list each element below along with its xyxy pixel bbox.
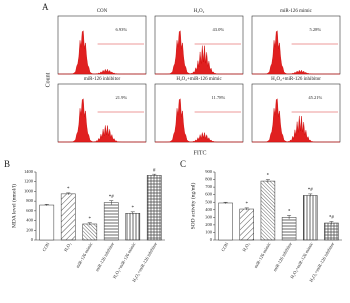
bar (260, 180, 276, 241)
x-tick-label: H₂O₂ (241, 241, 250, 252)
y-tick-label: 900 (205, 169, 213, 174)
error-bar (223, 201, 228, 204)
y-tick-label: 700 (205, 184, 213, 189)
y-axis-title: Count (45, 72, 51, 87)
y-tick-label: 400 (205, 207, 213, 212)
percent-label: 21.9% (116, 95, 128, 100)
bar (239, 208, 254, 241)
error-bar (66, 192, 71, 195)
histogram (58, 98, 146, 143)
x-tick-label: miR-126 mimic (253, 242, 272, 269)
significance-mark: * (132, 206, 135, 211)
histogram-frame (251, 15, 341, 75)
error-bar (308, 193, 313, 197)
significance-mark: * (267, 174, 270, 179)
y-tick-label: 0 (210, 237, 213, 242)
plot-title: H₂O₂+miR-126 mimic (176, 77, 222, 82)
panel-label: B (4, 159, 10, 169)
error-bar (87, 222, 92, 226)
error-bar (152, 173, 157, 177)
percent-label: 5.28% (310, 27, 322, 32)
y-tick-label: 100 (205, 229, 213, 234)
significance-mark: * (288, 210, 291, 215)
bar (103, 202, 119, 241)
x-tick-label: miR-126 inhibitor (272, 241, 293, 272)
x-tick-label: H₂O₂+miR-126 mimic (289, 242, 314, 280)
x-tick-label: H₂O₂ (63, 241, 72, 252)
y-tick-label: 200 (205, 222, 213, 227)
bar (324, 222, 339, 241)
error-bar (265, 179, 270, 183)
y-tick-label: 600 (26, 208, 34, 213)
y-tick-label: 1200 (24, 179, 34, 184)
y-tick-label: 600 (205, 192, 213, 197)
bar (39, 204, 55, 241)
significance-mark: *# (329, 216, 335, 221)
bar (303, 195, 318, 241)
x-tick-label: miR-126 inhibitor (94, 241, 115, 272)
x-tick-label: CON (220, 241, 229, 252)
y-tick-label: 1400 (24, 169, 34, 174)
panel-label: A (42, 2, 49, 12)
y-tick-label: 1000 (24, 188, 34, 193)
significance-mark: *# (308, 188, 314, 193)
x-tick-label: H₂O₂+miR-126 inhibitor (308, 241, 335, 283)
y-tick-label: 800 (26, 198, 34, 203)
error-bar (244, 207, 249, 211)
bar (218, 202, 233, 241)
bar (146, 175, 162, 241)
percent-label: 45.21% (308, 95, 322, 100)
percent-label: 6.93% (116, 27, 128, 32)
significance-mark: *# (109, 195, 115, 200)
histogram (155, 98, 243, 143)
plot-title: CON (97, 9, 108, 14)
error-bar (287, 215, 292, 220)
y-tick-label: 300 (205, 214, 213, 219)
y-tick-label: 0 (31, 237, 34, 242)
plot-title: H₂O₂+miR-126 inhibitor (271, 77, 321, 82)
y-tick-label: 200 (26, 227, 34, 232)
bar (82, 223, 98, 241)
significance-mark: # (153, 168, 156, 173)
y-axis-title: MDA level (nmol/l) (10, 184, 17, 228)
percent-label: 11.78% (212, 95, 226, 100)
error-bar (44, 204, 49, 206)
histogram (252, 98, 340, 143)
bar (60, 193, 76, 241)
significance-mark: * (246, 202, 249, 207)
error-bar (109, 200, 114, 205)
y-tick-label: 800 (205, 177, 213, 182)
plot-title: miR-126 inhibitor (84, 77, 121, 82)
plot-title: miR-126 mimic (280, 9, 313, 14)
y-tick-label: 500 (205, 199, 213, 204)
x-tick-label: CON (41, 241, 50, 252)
bar (125, 213, 141, 241)
histogram (252, 30, 340, 75)
significance-mark: * (89, 217, 92, 222)
y-axis-title: SOD activity (ng/ml) (189, 182, 196, 229)
y-tick-label: 400 (26, 218, 34, 223)
bar (281, 217, 297, 241)
x-axis-title: FITC (193, 150, 206, 156)
histogram (58, 30, 146, 75)
percent-label: 43.0% (213, 27, 225, 32)
histogram-frame (57, 15, 147, 75)
histogram (155, 30, 243, 75)
panel-label: C (180, 159, 186, 169)
significance-mark: * (67, 187, 70, 192)
x-tick-label: H₂O₂+miR-126 mimic (112, 242, 137, 280)
histogram-frame (57, 83, 147, 143)
x-tick-label: H₂O₂+miR-126 inhibitor (131, 241, 158, 283)
x-tick-label: miR-126 mimic (75, 242, 94, 269)
error-bar (329, 221, 334, 225)
histogram-frame (154, 83, 244, 143)
plot-title: H₂O₂ (194, 9, 205, 14)
error-bar (130, 211, 135, 215)
